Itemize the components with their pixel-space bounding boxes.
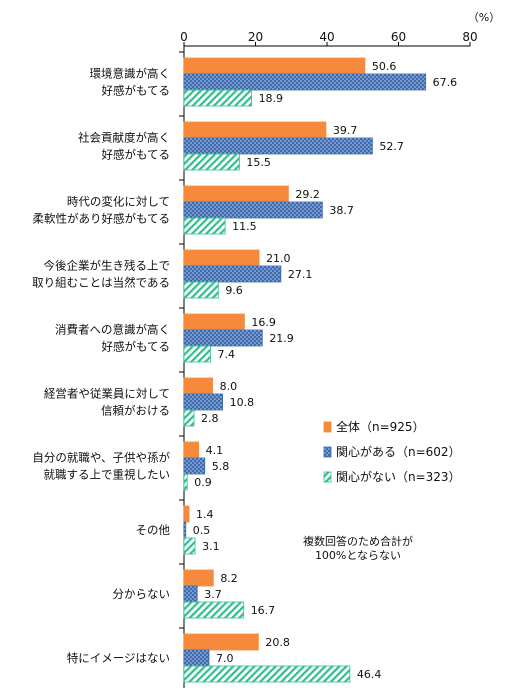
value-label: 16.7 [251,604,276,617]
bar-2 [183,649,210,667]
category-label: 好感がもてる [101,84,170,98]
x-tick-label: 40 [319,30,334,44]
x-tick-label: 0 [180,30,188,44]
value-label: 50.6 [372,60,397,73]
bar-1 [183,505,190,523]
legend-label: 関心がある（n=602） [336,444,461,459]
value-label: 46.4 [357,668,382,681]
value-label: 11.5 [232,220,256,233]
legend-label: 関心がない（n=323） [336,469,461,484]
bar-1 [183,569,214,587]
bar-1 [183,377,214,395]
bar-2 [183,329,263,347]
category-label: 特にイメージはない [67,651,170,665]
value-label: 52.7 [379,140,404,153]
value-label: 20.8 [265,636,290,649]
legend-label: 全体（n=925） [336,419,425,434]
value-label: 1.4 [196,508,214,521]
category-label: 経営者や従業員に対して [44,387,170,401]
category-label: 社会貢献度が高く [78,131,170,145]
value-label: 39.7 [333,124,358,137]
category-label: 環境意識が高く [90,67,171,81]
category-label: 信頼がおける [101,404,170,418]
bar-2 [183,585,198,603]
bar-1 [183,121,327,139]
bar-1 [183,185,289,203]
x-tick-label: 80 [462,30,477,44]
value-label: 2.8 [201,412,219,425]
category-label: 自分の就職や、子供や孫が [32,451,170,465]
bar-1 [183,633,259,651]
bars [183,57,427,683]
bar-2 [183,265,282,283]
bar-1 [183,249,260,267]
x-tick-label: 20 [248,30,263,44]
legend-swatch [323,421,332,433]
category-label: 今後企業が生き残る上で [44,259,171,273]
bar-3 [183,153,240,171]
bar-3 [183,217,226,235]
category-label: 取り組むことは当然である [32,276,170,290]
category-label: 柔軟性があり好感がもてる [32,212,170,226]
note-text: 100%とならない [315,549,401,562]
value-label: 38.7 [329,204,354,217]
category-label: 消費者への意識が高く [55,323,170,337]
bar-1 [183,441,200,459]
legend: 全体（n=925） 関心がある（n=602） 関心がない（n=323） [323,419,461,484]
value-label: 3.7 [204,588,222,601]
unit-label: （%） [468,11,500,24]
category-label: 時代の変化に対して [67,195,170,209]
value-label: 67.6 [433,76,458,89]
bar-1 [183,313,245,331]
bar-2 [183,521,187,539]
bar-2 [183,393,224,411]
category-label: 好感がもてる [101,148,170,162]
value-label: 27.1 [288,268,313,281]
bar-2 [183,73,427,91]
bar-3 [183,345,211,363]
category-label: その他 [136,523,171,537]
value-label: 4.1 [206,444,224,457]
x-tick-label: 60 [391,30,406,44]
value-label: 0.5 [193,524,211,537]
value-label: 21.0 [266,252,291,265]
bar-2 [183,201,323,219]
bar-2 [183,457,206,475]
legend-swatch [323,446,332,458]
value-label: 7.0 [216,652,234,665]
bar-3 [183,89,252,107]
value-label: 18.9 [259,92,284,105]
value-label: 0.9 [194,476,212,489]
bar-3 [183,665,351,683]
value-label: 21.9 [269,332,294,345]
bar-3 [183,601,245,619]
bar-3 [183,409,195,427]
value-label: 16.9 [251,316,275,329]
value-label: 3.1 [202,540,220,553]
bar-3 [183,281,219,299]
value-label: 9.6 [225,284,243,297]
value-label: 29.2 [295,188,320,201]
category-label: 好感がもてる [101,340,170,354]
value-label: 5.8 [212,460,230,473]
bar-1 [183,57,366,75]
bar-3 [183,473,188,491]
bar-2 [183,137,373,155]
category-label: 分からない [113,587,171,601]
bar-3 [183,537,196,555]
value-label: 8.2 [220,572,238,585]
value-label: 15.5 [246,156,271,169]
value-label: 7.4 [217,348,235,361]
value-label: 10.8 [230,396,255,409]
value-label: 8.0 [220,380,238,393]
category-label: 就職する上で重視したい [44,468,171,482]
legend-swatch [323,471,332,483]
note-text: 複数回答のため合計が [303,534,413,548]
